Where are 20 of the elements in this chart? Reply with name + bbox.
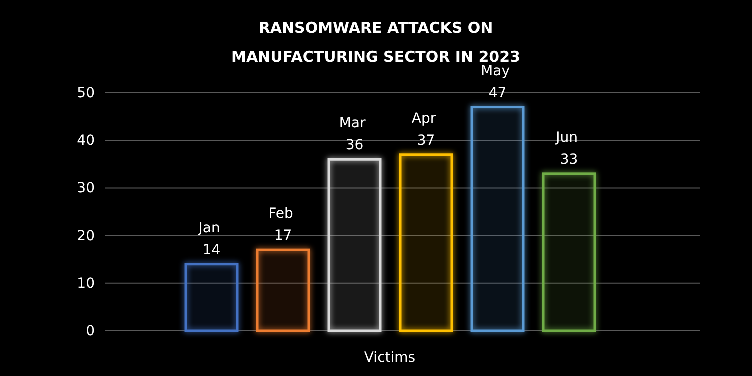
bar bbox=[328, 158, 382, 332]
y-tick-label: 10 bbox=[77, 276, 95, 292]
y-tick-label: 20 bbox=[77, 228, 95, 244]
y-tick-label: 50 bbox=[77, 85, 95, 102]
bar bbox=[256, 248, 310, 332]
y-tick-label: 0 bbox=[86, 323, 95, 340]
data-label: Mar 36 bbox=[339, 116, 370, 154]
data-label: May 47 bbox=[481, 63, 514, 102]
y-tick-label: 30 bbox=[77, 180, 95, 197]
data-label: Jun 33 bbox=[555, 130, 582, 168]
bar bbox=[470, 106, 525, 332]
y-tick-label: 40 bbox=[77, 133, 95, 150]
bar bbox=[184, 263, 239, 332]
bar bbox=[542, 172, 596, 332]
bar bbox=[399, 154, 454, 332]
data-label: Apr 37 bbox=[412, 110, 441, 149]
data-label: Feb 17 bbox=[268, 206, 298, 244]
data-label: Jan 14 bbox=[198, 220, 225, 258]
x-axis-title: Victims bbox=[364, 350, 416, 366]
chart-title: RANSOMWARE ATTACKS ON MANUFACTURING SECTOR IN 2023 bbox=[232, 19, 520, 66]
